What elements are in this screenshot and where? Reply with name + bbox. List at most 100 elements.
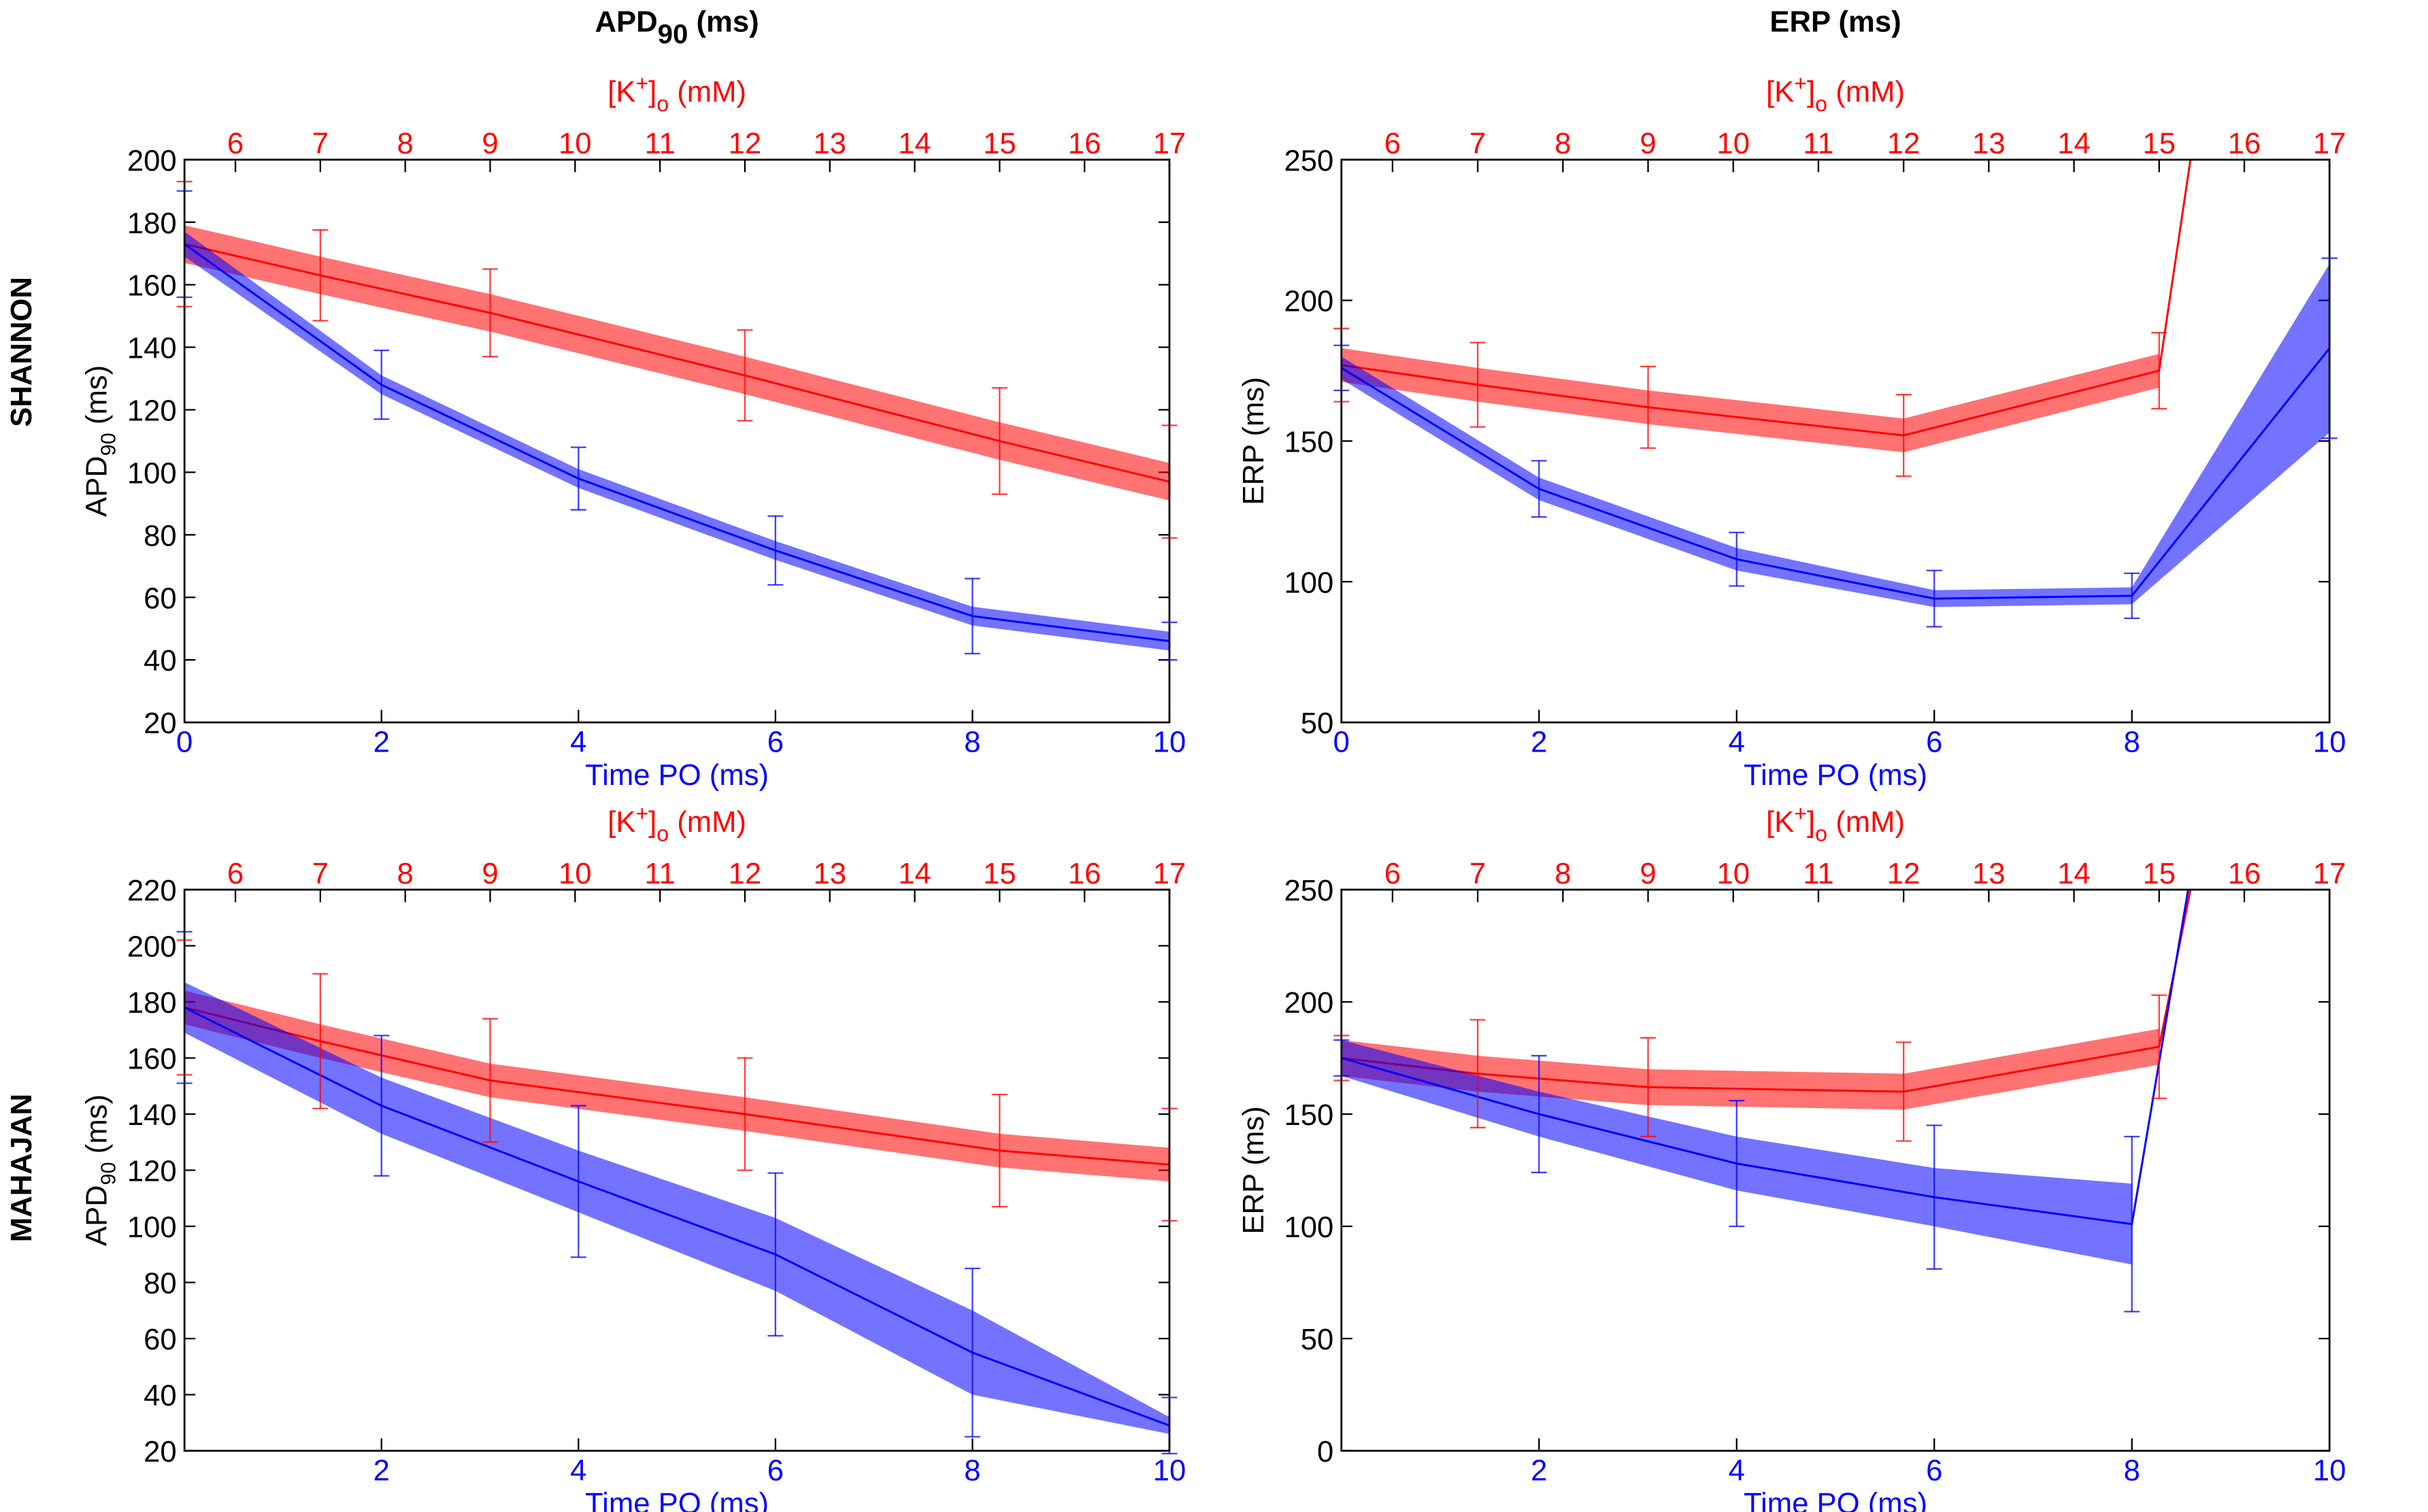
y-tick-label: 60 xyxy=(144,582,177,615)
x2-tick-label: 16 xyxy=(2228,127,2261,161)
x2-tick-label: 14 xyxy=(2057,857,2091,890)
x2-tick-label: 11 xyxy=(1803,127,1833,161)
x2-tick-label: 17 xyxy=(2313,857,2346,890)
error-bar xyxy=(1531,460,1547,518)
row-label: SHANNON xyxy=(5,277,38,427)
x2-tick-label: 11 xyxy=(1803,857,1833,890)
x2-tick-label: 6 xyxy=(227,857,244,890)
x2-tick-label: 6 xyxy=(227,127,244,161)
x2-tick-label: 7 xyxy=(312,127,329,161)
error-bar xyxy=(1469,1019,1486,1128)
y-tick-label: 120 xyxy=(127,394,177,428)
x-tick-label: 0 xyxy=(176,726,193,759)
x2-tick-label: 8 xyxy=(397,127,414,161)
x-tick-label: 6 xyxy=(767,726,784,759)
x2-tick-label: 10 xyxy=(1716,127,1750,161)
plot-area xyxy=(184,225,1170,651)
error-bar xyxy=(482,268,498,358)
label-part: + xyxy=(1794,71,1807,96)
band xyxy=(1341,348,2159,452)
series-line xyxy=(184,243,1170,643)
y-tick-label: 200 xyxy=(1284,986,1333,1020)
plot-area xyxy=(1341,889,2192,1265)
x2-tick-label: 10 xyxy=(559,127,592,161)
y-tick-label: 160 xyxy=(127,269,177,303)
x2-tick-label: 17 xyxy=(2313,127,2346,161)
x2-tick-label: 6 xyxy=(1384,857,1401,890)
x2-tick-label: 15 xyxy=(983,857,1016,890)
y-tick-label: 100 xyxy=(1284,566,1333,599)
x2-tick-label: 8 xyxy=(1554,857,1571,890)
label-part: ] xyxy=(648,805,656,839)
x-tick-label: 8 xyxy=(2124,1454,2140,1488)
error-bar xyxy=(312,973,329,1109)
label-part: [K xyxy=(1766,805,1794,839)
band xyxy=(184,982,1170,1434)
y-tick-label: 80 xyxy=(144,1267,177,1300)
x2-tick-label: 15 xyxy=(983,127,1016,161)
x-tick-label: 8 xyxy=(2124,726,2140,759)
x-tick-label: 6 xyxy=(767,1454,784,1488)
y-tick-label: 150 xyxy=(1284,1098,1333,1132)
y-tick-label: 120 xyxy=(127,1155,177,1188)
label-part: ] xyxy=(648,75,656,109)
x-tick-label: 2 xyxy=(1531,1454,1547,1488)
x-tick-label: 10 xyxy=(1153,726,1186,759)
error-bar xyxy=(737,329,753,422)
error-bar xyxy=(737,1057,753,1171)
x-axis-label: Time PO (ms) xyxy=(585,1487,769,1512)
label-part: 90 xyxy=(658,19,688,50)
column-title: APD90 (ms) xyxy=(595,5,759,49)
label-part: ERP (ms) xyxy=(1237,1106,1270,1234)
label-part: o xyxy=(656,822,669,846)
plot-frame xyxy=(1340,888,2331,1452)
label-part: + xyxy=(1794,801,1807,826)
label-part: APD xyxy=(80,1185,113,1246)
label-part: [K xyxy=(608,805,635,839)
column-title: ERP (ms) xyxy=(1769,5,1901,38)
plot-area xyxy=(184,982,1170,1434)
error-bar xyxy=(991,387,1008,495)
row-label: MAHAJAN xyxy=(5,1094,38,1242)
label-part: (mM) xyxy=(669,805,746,839)
x2-tick-label: 14 xyxy=(2057,127,2091,161)
error-bar xyxy=(1729,531,1745,587)
series-line xyxy=(1341,159,2192,437)
y-tick-label: 60 xyxy=(144,1323,177,1356)
x2-tick-label: 8 xyxy=(397,857,414,890)
y-tick-label: 40 xyxy=(144,1379,177,1413)
y-tick-label: 100 xyxy=(1284,1211,1333,1244)
label-part: + xyxy=(635,71,648,96)
x2-tick-label: 8 xyxy=(1554,127,1571,161)
band xyxy=(184,990,1170,1182)
x2-tick-label: 15 xyxy=(2143,857,2176,890)
error-bar xyxy=(1926,569,1942,628)
y-tick-label: 250 xyxy=(1284,874,1333,907)
x2-tick-label: 10 xyxy=(559,857,592,890)
x2-tick-label: 14 xyxy=(898,857,931,890)
x-tick-label: 4 xyxy=(570,726,586,759)
label-part: (ms) xyxy=(80,1094,113,1162)
label-part: Time PO (ms) xyxy=(1744,758,1927,792)
label-part: (mM) xyxy=(669,75,746,109)
plot-frame xyxy=(183,888,1171,1452)
series-line xyxy=(1341,889,2189,1226)
x2-tick-label: 12 xyxy=(1887,857,1920,890)
series-line xyxy=(1341,347,2330,600)
y-tick-label: 220 xyxy=(127,874,177,907)
error-bar xyxy=(482,1018,498,1143)
error-bar xyxy=(2151,994,2167,1100)
error-bar xyxy=(373,349,390,420)
label-part: APD xyxy=(80,456,113,517)
error-bar xyxy=(1926,1124,1942,1270)
x2-tick-label: 12 xyxy=(729,127,762,161)
label-part: + xyxy=(635,801,648,826)
x2-tick-label: 7 xyxy=(1469,127,1486,161)
x-tick-label: 10 xyxy=(2313,1454,2346,1488)
x2-tick-label: 9 xyxy=(482,857,498,890)
x2-tick-label: 17 xyxy=(1153,127,1186,161)
x2-axis-label: [K+]o (mM) xyxy=(1766,801,1905,846)
x-tick-label: 4 xyxy=(1729,1454,1745,1488)
